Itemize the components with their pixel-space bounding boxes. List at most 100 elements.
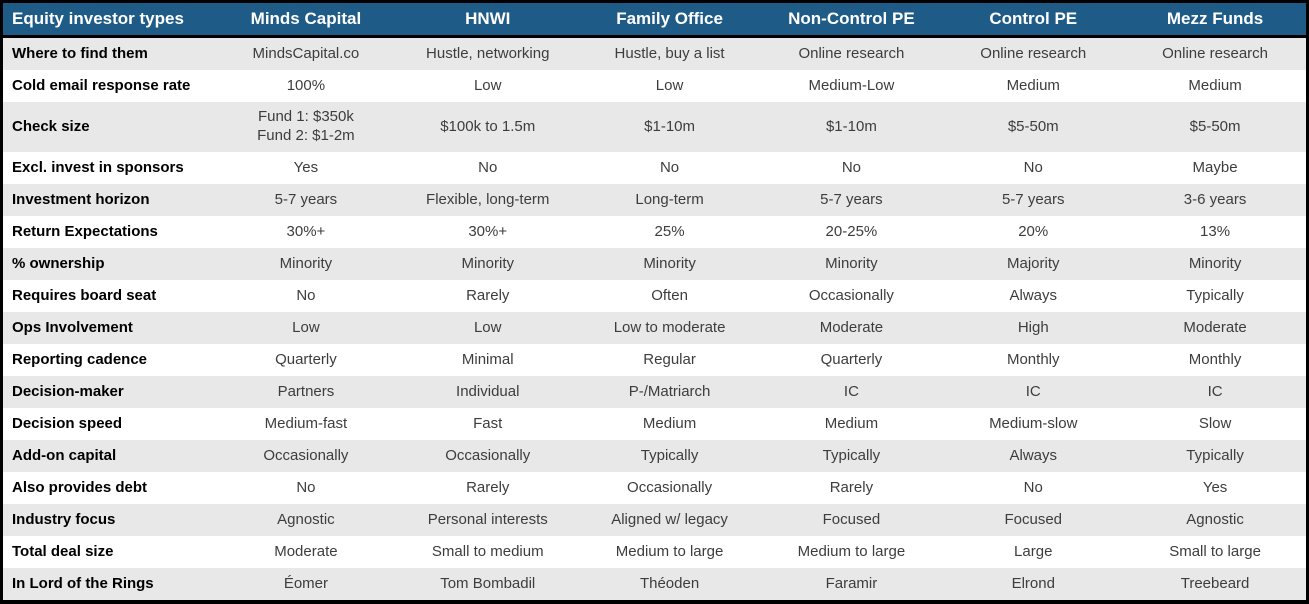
cell-value: Slow (1198, 414, 1232, 432)
cell-value: $1-10m (825, 117, 877, 135)
row-label: Cold email response rate (12, 76, 191, 94)
row-label: Investment horizon (12, 190, 150, 208)
cell-value: Medium (824, 414, 879, 432)
cell-value: Tom Bombadil (440, 574, 536, 592)
header-family-office: Family Office (616, 8, 723, 28)
cell-value: 5-7 years (274, 190, 338, 208)
cell-value: 20-25% (825, 222, 878, 240)
cell-value: Medium-Low (808, 76, 895, 94)
table-row: Add-on capital Occasionally Occasionally Ty… (3, 440, 1306, 472)
cell-value: Rarely (466, 286, 510, 304)
cell-value: Typically (1186, 446, 1244, 464)
cell-value: Partners (277, 382, 335, 400)
cell-value: Monthly (1006, 350, 1060, 368)
cell-value: Majority (1006, 254, 1060, 272)
cell-value: Minority (1188, 254, 1242, 272)
cell-value: Rarely (466, 478, 510, 496)
table-row: Where to find them MindsCapital.co Hustle,… (3, 38, 1306, 70)
cell-value: Typically (640, 446, 699, 464)
cell-value: No (478, 158, 498, 176)
cell-value: Minority (825, 254, 878, 272)
cell-value: 30%+ (468, 222, 508, 240)
cell-value: Medium-slow (989, 414, 1078, 432)
cell-value: Always (1009, 446, 1057, 464)
cell-value: Typically (822, 446, 881, 464)
cell-value: Long-term (635, 190, 704, 208)
cell-value: Online research (798, 44, 905, 62)
cell-value: Théoden (639, 574, 700, 592)
row-label: Excl. invest in sponsors (12, 158, 184, 176)
cell-value: Occasionally (808, 286, 894, 304)
cell-value: Fund 1: $350k Fund 2: $1-2m (257, 108, 355, 144)
cell-value: $5-50m (1007, 117, 1059, 135)
cell-value: Occasionally (445, 446, 531, 464)
cell-value: Moderate (1183, 318, 1247, 336)
cell-value: Occasionally (263, 446, 349, 464)
cell-value: Medium (1006, 76, 1060, 94)
cell-value: No (1023, 478, 1043, 496)
table-row: In Lord of the Rings Éomer Tom Bombadil Thé… (3, 568, 1306, 600)
cell-value: Low (655, 76, 684, 94)
cell-value: Agnostic (1186, 510, 1244, 528)
cell-value: Low to moderate (613, 318, 726, 336)
table-header-row: Equity investor types Minds Capital HNWI… (3, 3, 1306, 38)
header-mezz-funds: Mezz Funds (1166, 8, 1264, 28)
table-row: Reporting cadence Quarterly Minimal Regular… (3, 344, 1306, 376)
table-row: Ops Involvement Low Low Low to moderate Mode… (3, 312, 1306, 344)
table-row: Total deal size Moderate Small to medium Me… (3, 536, 1306, 568)
cell-value: P-/Matriarch (628, 382, 711, 400)
table-body: Where to find them MindsCapital.co Hustle,… (3, 38, 1306, 600)
cell-value: Elrond (1011, 574, 1055, 592)
cell-value: 20% (1018, 222, 1049, 240)
cell-value: Small to large (1169, 542, 1261, 560)
cell-value: Medium (642, 414, 697, 432)
cell-value: No (296, 286, 316, 304)
table-row: Decision speed Medium-fast Fast Medium Mediu… (3, 408, 1306, 440)
header-hnwi: HNWI (465, 8, 511, 28)
cell-value: Yes (293, 158, 319, 176)
cell-value: Treebeard (1180, 574, 1250, 592)
row-label: Industry focus (12, 510, 116, 528)
table-row: Return Expectations 30%+ 30%+ 25% 20-25% 20% 1… (3, 216, 1306, 248)
cell-value: No (841, 158, 861, 176)
cell-value: Individual (456, 382, 520, 400)
cell-value: Minority (279, 254, 333, 272)
cell-value: Focused (1004, 510, 1063, 528)
cell-value: Maybe (1192, 158, 1238, 176)
cell-value: $5-50m (1189, 117, 1241, 135)
cell-value: MindsCapital.co (252, 44, 360, 62)
cell-value: Hustle, networking (426, 44, 550, 62)
cell-value: Personal interests (427, 510, 548, 528)
cell-value: IC (1207, 382, 1223, 400)
header-control-pe: Control PE (989, 8, 1078, 28)
cell-value: Medium to large (797, 542, 906, 560)
cell-value: Occasionally (627, 478, 713, 496)
cell-value: Quarterly (275, 350, 337, 368)
cell-value: Always (1009, 286, 1057, 304)
cell-value: Rarely (829, 478, 874, 496)
cell-value: Moderate (274, 542, 338, 560)
row-label: Requires board seat (12, 286, 157, 304)
row-label: Where to find them (12, 44, 148, 62)
cell-value: Monthly (1188, 350, 1242, 368)
cell-value: 3-6 years (1183, 190, 1247, 208)
row-label: Ops Involvement (12, 318, 133, 336)
cell-value: Minority (461, 254, 514, 272)
table-row: Investment horizon 5-7 years Flexible, lon… (3, 184, 1306, 216)
table-row: Excl. invest in sponsors Yes No No No No Maybe (3, 152, 1306, 184)
cell-value: IC (1025, 382, 1041, 400)
cell-value: Moderate (819, 318, 884, 336)
cell-value: Minimal (461, 350, 514, 368)
cell-value: Medium-fast (264, 414, 348, 432)
row-label: Reporting cadence (12, 350, 148, 368)
header-minds-capital: Minds Capital (250, 8, 362, 28)
cell-value: Low (292, 318, 320, 336)
row-label: Return Expectations (12, 222, 158, 240)
table-row: Check size Fund 1: $350k Fund 2: $1-2m $10… (3, 102, 1306, 152)
cell-value: Focused (822, 510, 881, 528)
cell-value: Agnostic (277, 510, 335, 528)
cell-value: Éomer (283, 574, 328, 592)
cell-value: 5-7 years (1001, 190, 1065, 208)
table-row: % ownership Minority Minority Minority Minor… (3, 248, 1306, 280)
